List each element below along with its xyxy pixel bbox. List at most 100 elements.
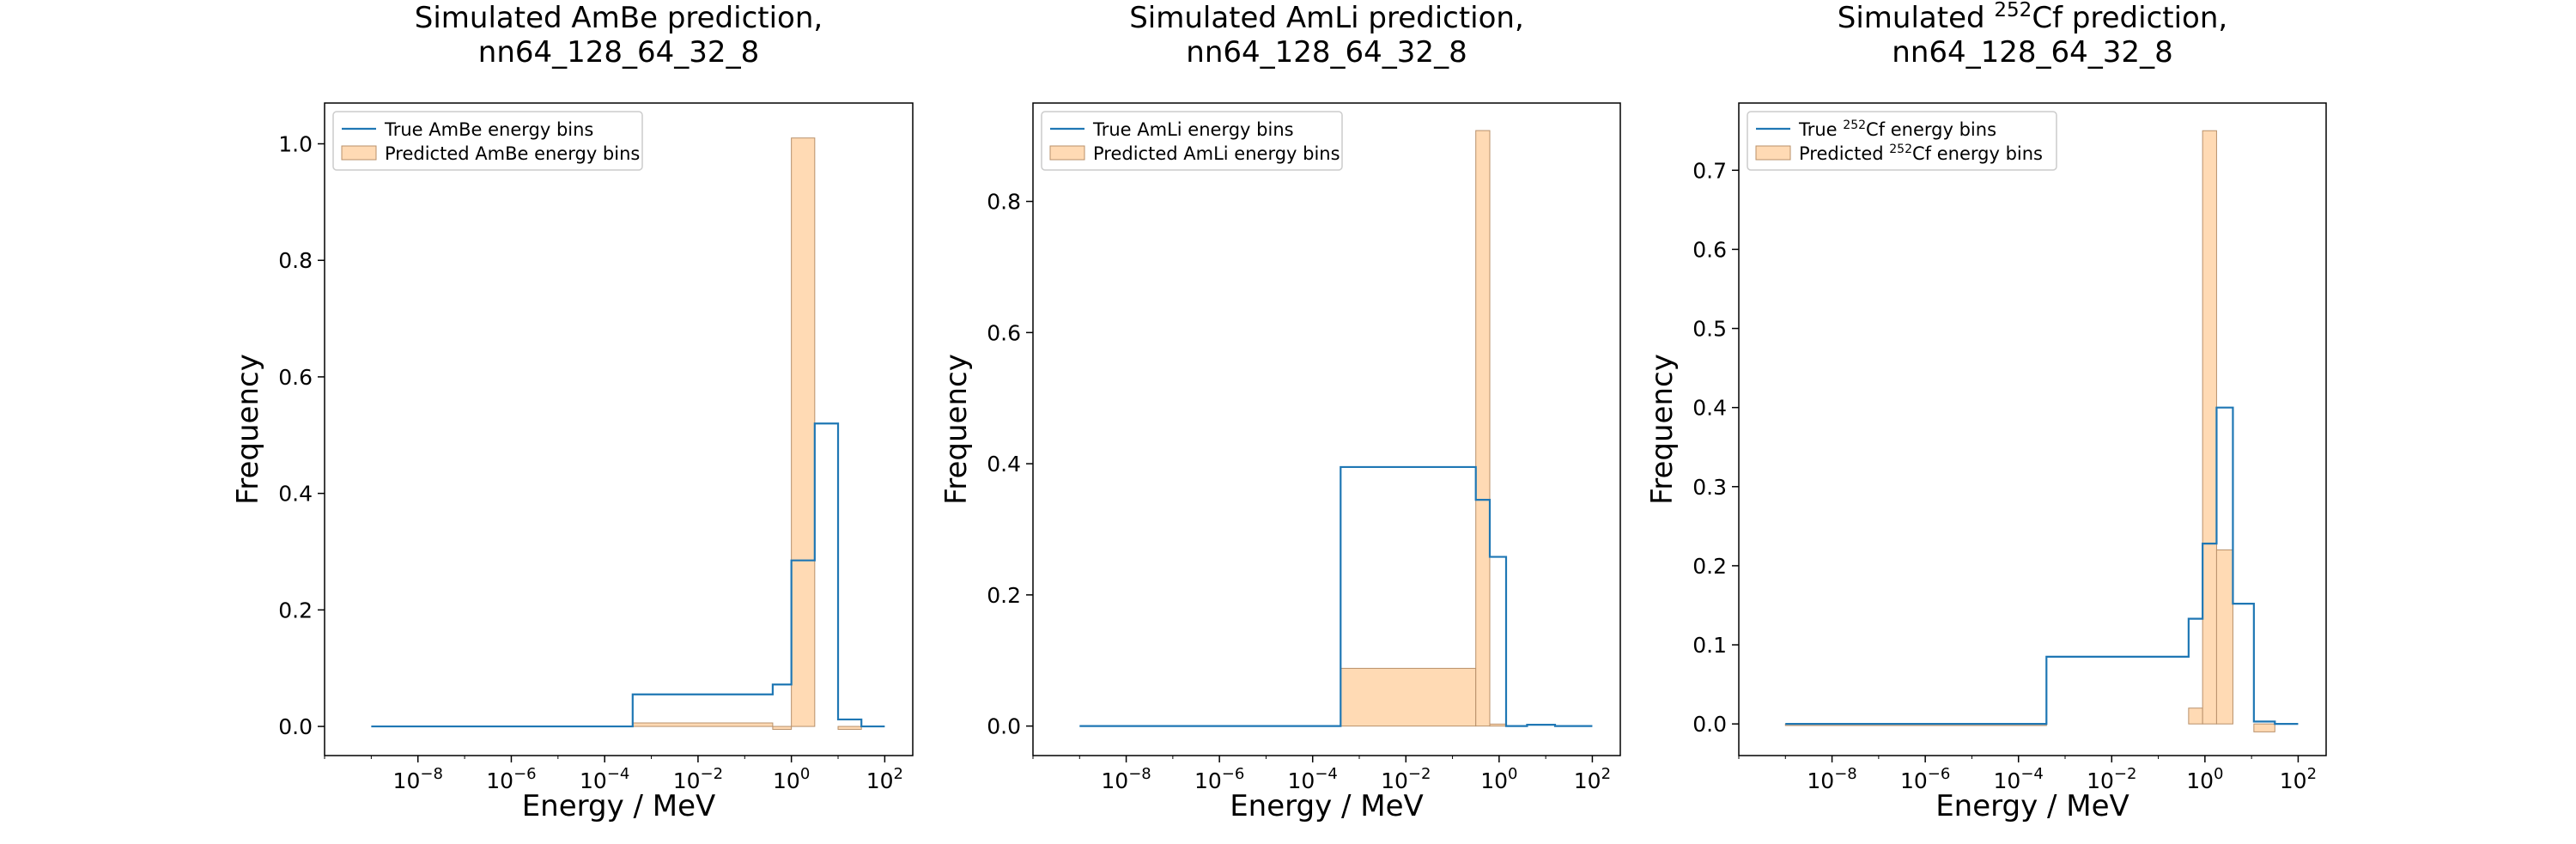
- x-axis-label: Energy / MeV: [522, 789, 716, 823]
- title-superscript: 252: [1994, 0, 2032, 21]
- x-tick-exponent: 2: [1601, 765, 1611, 783]
- x-tick-label: 102: [1574, 765, 1611, 793]
- legend-pred-swatch: [1049, 145, 1085, 161]
- y-axis-label: Frequency: [231, 354, 265, 505]
- x-tick-exponent: −6: [1222, 765, 1245, 783]
- x-tick-base: 10: [673, 768, 701, 793]
- x-tick-label: 10−4: [580, 765, 629, 793]
- x-tick-base: 10: [1994, 768, 2021, 793]
- predicted-bar: [1340, 667, 1477, 727]
- y-tick-label: 0.0: [987, 714, 1021, 739]
- x-tick-exponent: 0: [800, 765, 810, 783]
- x-axis-label: Energy / MeV: [1935, 789, 2129, 823]
- x-tick-label: 10−6: [486, 765, 536, 793]
- y-axis-label: Frequency: [1645, 354, 1680, 505]
- x-tick-exponent: −4: [2020, 765, 2044, 783]
- x-tick-exponent: −2: [701, 765, 724, 783]
- x-tick-exponent: −8: [1128, 765, 1151, 783]
- x-tick-label: 10−8: [1101, 765, 1151, 793]
- x-tick-exponent: 2: [2307, 765, 2317, 783]
- x-tick-exponent: −4: [607, 765, 630, 783]
- legend-box: [1747, 111, 2057, 171]
- x-tick-base: 10: [1288, 768, 1315, 793]
- x-tick-base: 10: [2087, 768, 2114, 793]
- x-tick-label: 10−2: [673, 765, 723, 793]
- y-tick-label: 0.8: [987, 190, 1021, 215]
- true-step-line: [371, 422, 885, 728]
- chart-panel-1: Simulated AmBe prediction,nn64_128_64_32…: [231, 1, 914, 823]
- axes-frame: [1032, 102, 1621, 756]
- chart-title-line2: nn64_128_64_32_8: [1186, 35, 1467, 70]
- chart-title-line2: nn64_128_64_32_8: [1892, 35, 2172, 70]
- x-tick-label: 10−4: [1994, 765, 2044, 793]
- x-tick-label: 10−2: [2087, 765, 2136, 793]
- chart-title-line1: Simulated 252Cf prediction,: [1838, 0, 2227, 35]
- x-tick-exponent: −6: [1928, 765, 1951, 783]
- x-tick-label: 100: [2186, 765, 2223, 793]
- x-tick-exponent: −4: [1315, 765, 1338, 783]
- predicted-bar: [1489, 723, 1507, 727]
- y-tick-label: 0.3: [1692, 475, 1727, 500]
- legend-pred-label: Predicted AmLi energy bins: [1093, 143, 1340, 164]
- x-tick-base: 10: [486, 768, 513, 793]
- legend-text: Cf energy bins: [1912, 143, 2043, 164]
- x-tick-label: 102: [2280, 765, 2317, 793]
- x-tick-label: 100: [1480, 765, 1517, 793]
- x-tick-label: 10−4: [1288, 765, 1338, 793]
- x-tick-label: 10−6: [1194, 765, 1244, 793]
- x-tick-label: 100: [773, 765, 810, 793]
- legend-pred-label: Predicted 252Cf energy bins: [1799, 143, 2043, 164]
- legend-superscript: 252: [1843, 118, 1866, 132]
- chart-title-line1: Simulated AmBe prediction,: [415, 1, 823, 35]
- axes-frame: [324, 102, 914, 756]
- x-tick-base: 10: [1480, 768, 1508, 793]
- legend-pred-swatch: [341, 145, 377, 161]
- x-tick-exponent: −2: [1408, 765, 1431, 783]
- chart-title-line1: Simulated AmLi prediction,: [1129, 1, 1524, 35]
- y-tick-label: 0.2: [1692, 554, 1727, 579]
- true-step-line: [1785, 406, 2299, 726]
- y-tick-label: 0.4: [987, 452, 1021, 477]
- y-tick-label: 1.0: [278, 132, 313, 157]
- legend-box: [1041, 111, 1343, 171]
- legend-pred-label: Predicted AmBe energy bins: [385, 143, 640, 164]
- chart-title-line2: nn64_128_64_32_8: [478, 35, 759, 70]
- x-tick-label: 10−8: [393, 765, 443, 793]
- x-tick-exponent: −2: [2114, 765, 2137, 783]
- x-tick-exponent: −8: [420, 765, 443, 783]
- y-tick-label: 0.6: [278, 365, 313, 390]
- x-tick-base: 10: [580, 768, 607, 793]
- legend: True AmLi energy bins Predicted AmLi ener…: [1041, 111, 1343, 171]
- y-tick-label: 0.2: [987, 583, 1021, 608]
- y-axis-label: Frequency: [939, 354, 974, 505]
- y-tick-label: 0.5: [1692, 317, 1727, 342]
- y-tick-label: 0.0: [1692, 712, 1727, 737]
- legend-box: [332, 111, 643, 171]
- x-axis-label: Energy / MeV: [1230, 789, 1424, 823]
- legend-text: Cf energy bins: [1866, 119, 1996, 140]
- legend-pred-swatch: [1755, 145, 1791, 161]
- y-tick-label: 0.4: [1692, 396, 1727, 421]
- x-tick-base: 10: [773, 768, 800, 793]
- predicted-bar: [791, 137, 816, 727]
- y-tick-label: 0.2: [278, 598, 313, 622]
- x-tick-base: 10: [393, 768, 421, 793]
- x-tick-label: 102: [866, 765, 903, 793]
- predicted-bar: [2188, 707, 2203, 725]
- x-tick-base: 10: [1194, 768, 1222, 793]
- title-text-a: Simulated: [1838, 1, 1995, 35]
- predicted-bar: [772, 726, 793, 730]
- predicted-bar: [2253, 723, 2275, 732]
- chart-panel-3: Simulated 252Cf prediction,nn64_128_64_3…: [1645, 0, 2327, 823]
- legend-text: Predicted: [1799, 143, 1889, 164]
- title-text-b: Cf prediction,: [2032, 1, 2227, 35]
- x-tick-exponent: 0: [2214, 765, 2223, 783]
- x-tick-exponent: −6: [513, 765, 537, 783]
- x-tick-label: 10−2: [1381, 765, 1431, 793]
- predicted-bar: [1475, 130, 1491, 727]
- x-tick-exponent: 0: [1508, 765, 1517, 783]
- y-tick-label: 0.8: [278, 248, 313, 273]
- x-tick-base: 10: [1101, 768, 1128, 793]
- x-tick-base: 10: [2280, 768, 2307, 793]
